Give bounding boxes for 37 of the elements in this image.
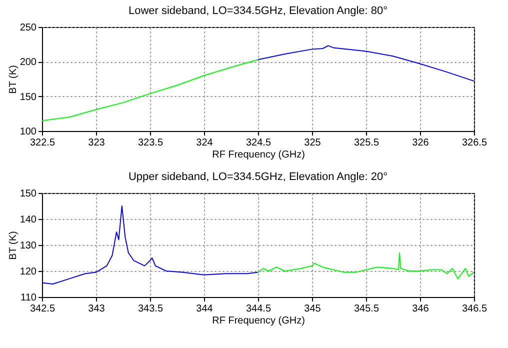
x-axis-title: RF Frequency (GHz) xyxy=(212,316,305,326)
x-tick-label: 346 xyxy=(412,304,430,314)
x-tick-label: 343.5 xyxy=(138,304,164,314)
x-tick-label: 343 xyxy=(88,304,106,314)
x-tick-label: 346.5 xyxy=(462,304,488,314)
y-tick-label: 110 xyxy=(20,292,37,304)
y-tick-label: 250 xyxy=(20,22,37,34)
x-tick-label: 345 xyxy=(304,304,322,314)
chart-title: Lower sideband, LO=334.5GHz, Elevation Angle: 80° xyxy=(128,5,388,17)
x-tick-label: 326 xyxy=(412,138,430,148)
x-tick-label: 345.5 xyxy=(354,304,380,314)
y-tick-label: 130 xyxy=(20,240,37,252)
x-tick-label: 325 xyxy=(304,138,322,148)
x-tick-label: 323 xyxy=(88,138,106,148)
line-series xyxy=(258,45,474,82)
x-tick-label: 323.5 xyxy=(138,138,164,148)
y-tick-label: 150 xyxy=(20,188,37,200)
line-series xyxy=(258,252,474,280)
y-tick-label: 200 xyxy=(20,57,37,68)
chart-title: Upper sideband, LO=334.5GHz, Elevation Angle: 20° xyxy=(128,171,388,183)
y-tick-label: 100 xyxy=(20,126,37,138)
x-tick-label: 344.5 xyxy=(246,304,272,314)
x-tick-label: 326.5 xyxy=(462,138,488,148)
y-axis-title: BT (K) xyxy=(8,231,19,260)
x-tick-label: 344 xyxy=(196,304,214,314)
y-axis-title: BT (K) xyxy=(8,65,19,94)
y-tick-label: 140 xyxy=(20,214,37,226)
x-tick-label: 325.5 xyxy=(354,138,380,148)
y-tick-label: 150 xyxy=(20,92,37,103)
line-series xyxy=(42,59,258,122)
x-axis-title: RF Frequency (GHz) xyxy=(212,150,305,160)
x-tick-label: 324.5 xyxy=(246,138,272,148)
x-tick-label: 342.5 xyxy=(30,304,56,314)
line-series xyxy=(42,206,258,284)
y-tick-label: 120 xyxy=(20,266,37,278)
x-tick-label: 322.5 xyxy=(30,138,56,148)
x-tick-label: 324 xyxy=(196,138,214,148)
